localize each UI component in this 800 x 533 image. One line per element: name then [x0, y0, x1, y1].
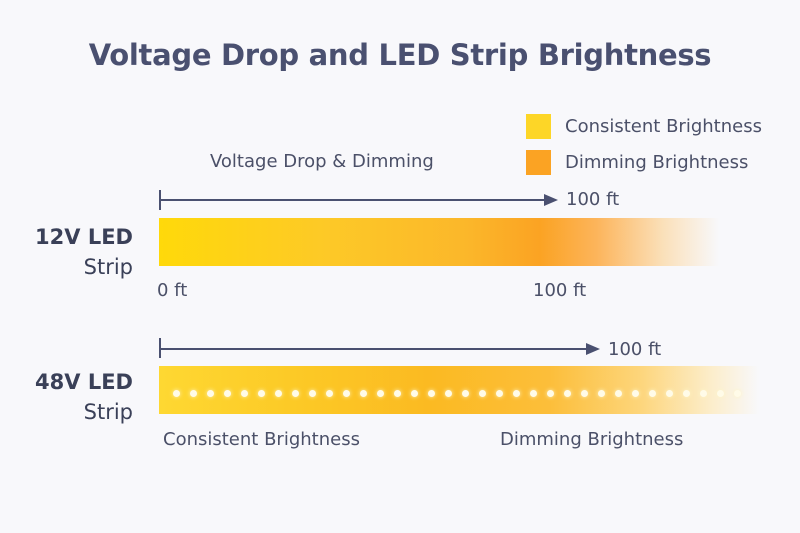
led-dot: [581, 390, 588, 397]
led-dot: [207, 390, 214, 397]
legend-swatch-dimming: [526, 150, 551, 175]
led-dot: [666, 390, 673, 397]
page-title: Voltage Drop and LED Strip Brightness: [88, 38, 712, 72]
led-dot: [258, 390, 265, 397]
led-dot: [173, 390, 180, 397]
legend-swatch-consistent: [526, 114, 551, 139]
led-dot: [513, 390, 520, 397]
row-label-48v-line2: Strip: [83, 400, 133, 424]
led-dot: [445, 390, 452, 397]
legend-label-dimming: Dimming Brightness: [565, 152, 749, 173]
led-dot: [411, 390, 418, 397]
row-label-48v-line1: 48V LED: [35, 370, 133, 394]
led-dot: [241, 390, 248, 397]
section-label: Voltage Drop & Dimming: [210, 151, 434, 172]
led-dot: [564, 390, 571, 397]
caption-dimming: Dimming Brightness: [500, 429, 684, 450]
led-dot: [734, 390, 741, 397]
row-label-48v: 48V LED Strip: [3, 367, 133, 427]
led-dot: [394, 390, 401, 397]
led-dot: [224, 390, 231, 397]
row-label-12v-line1: 12V LED: [35, 225, 133, 249]
led-dot: [428, 390, 435, 397]
led-dot: [360, 390, 367, 397]
led-dot: [717, 390, 724, 397]
led-dot: [292, 390, 299, 397]
row-label-12v-line2: Strip: [83, 255, 133, 279]
led-dot: [700, 390, 707, 397]
end-label-12v: 100 ft: [533, 280, 587, 301]
led-dot: [462, 390, 469, 397]
led-dot: [683, 390, 690, 397]
led-dot: [343, 390, 350, 397]
led-dot: [649, 390, 656, 397]
led-dot: [530, 390, 537, 397]
led-dot: [326, 390, 333, 397]
distance-arrow-12v: [159, 199, 545, 201]
led-dot: [547, 390, 554, 397]
led-strip-12v: [159, 218, 719, 266]
led-dot: [615, 390, 622, 397]
arrow-head-icon: [544, 194, 558, 206]
led-dot: [275, 390, 282, 397]
arrow-label-48v: 100 ft: [608, 339, 662, 360]
led-dot: [377, 390, 384, 397]
led-dot: [598, 390, 605, 397]
row-label-12v: 12V LED Strip: [3, 222, 133, 282]
arrow-head-icon: [586, 343, 600, 355]
led-dot: [190, 390, 197, 397]
led-strip-48v: [159, 366, 759, 414]
distance-arrow-48v: [159, 348, 587, 350]
caption-consistent: Consistent Brightness: [163, 429, 360, 450]
led-dot: [309, 390, 316, 397]
led-dot: [479, 390, 486, 397]
legend-label-consistent: Consistent Brightness: [565, 116, 762, 137]
arrow-label-12v: 100 ft: [566, 189, 620, 210]
led-dot: [496, 390, 503, 397]
start-label-12v: 0 ft: [157, 280, 188, 301]
led-dot: [632, 390, 639, 397]
